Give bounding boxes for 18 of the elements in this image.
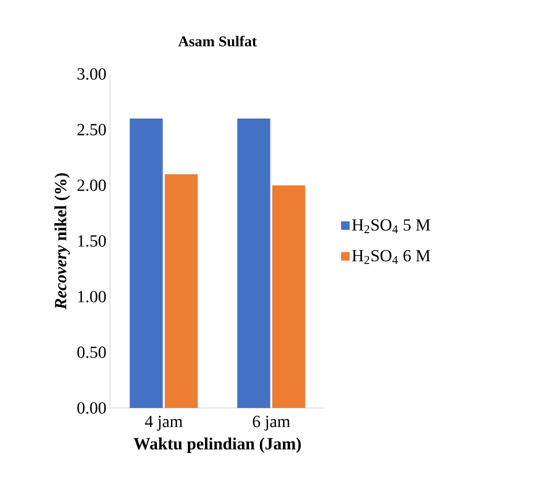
y-tick-label: 1.00 <box>78 290 106 302</box>
y-tick-label: 2.00 <box>77 180 106 192</box>
bar <box>130 118 163 408</box>
bar <box>272 185 306 408</box>
y-tick-label: 0.50 <box>77 346 106 358</box>
x-tick-label: 4 jam <box>144 416 183 431</box>
legend-label: H$_{2}$SO$_{4}$ 6 M <box>352 250 430 264</box>
chart-title: Asam Sulfat <box>178 36 257 46</box>
bar <box>164 174 198 408</box>
x-axis-title: Waktu pelindian (Jam) <box>134 438 301 453</box>
y-tick-label: 0.00 <box>77 402 106 414</box>
y-tick-label: 3.00 <box>78 68 106 80</box>
legend-label: H$_{2}$SO$_{4}$ 5 M <box>352 219 430 234</box>
x-tick-label: 6 jam <box>252 416 290 431</box>
bar <box>237 118 270 408</box>
y-tick-label: 2.50 <box>77 124 106 136</box>
y-axis-title: Recovery nikel (%) <box>54 173 70 310</box>
y-tick-label: 1.50 <box>78 235 106 247</box>
